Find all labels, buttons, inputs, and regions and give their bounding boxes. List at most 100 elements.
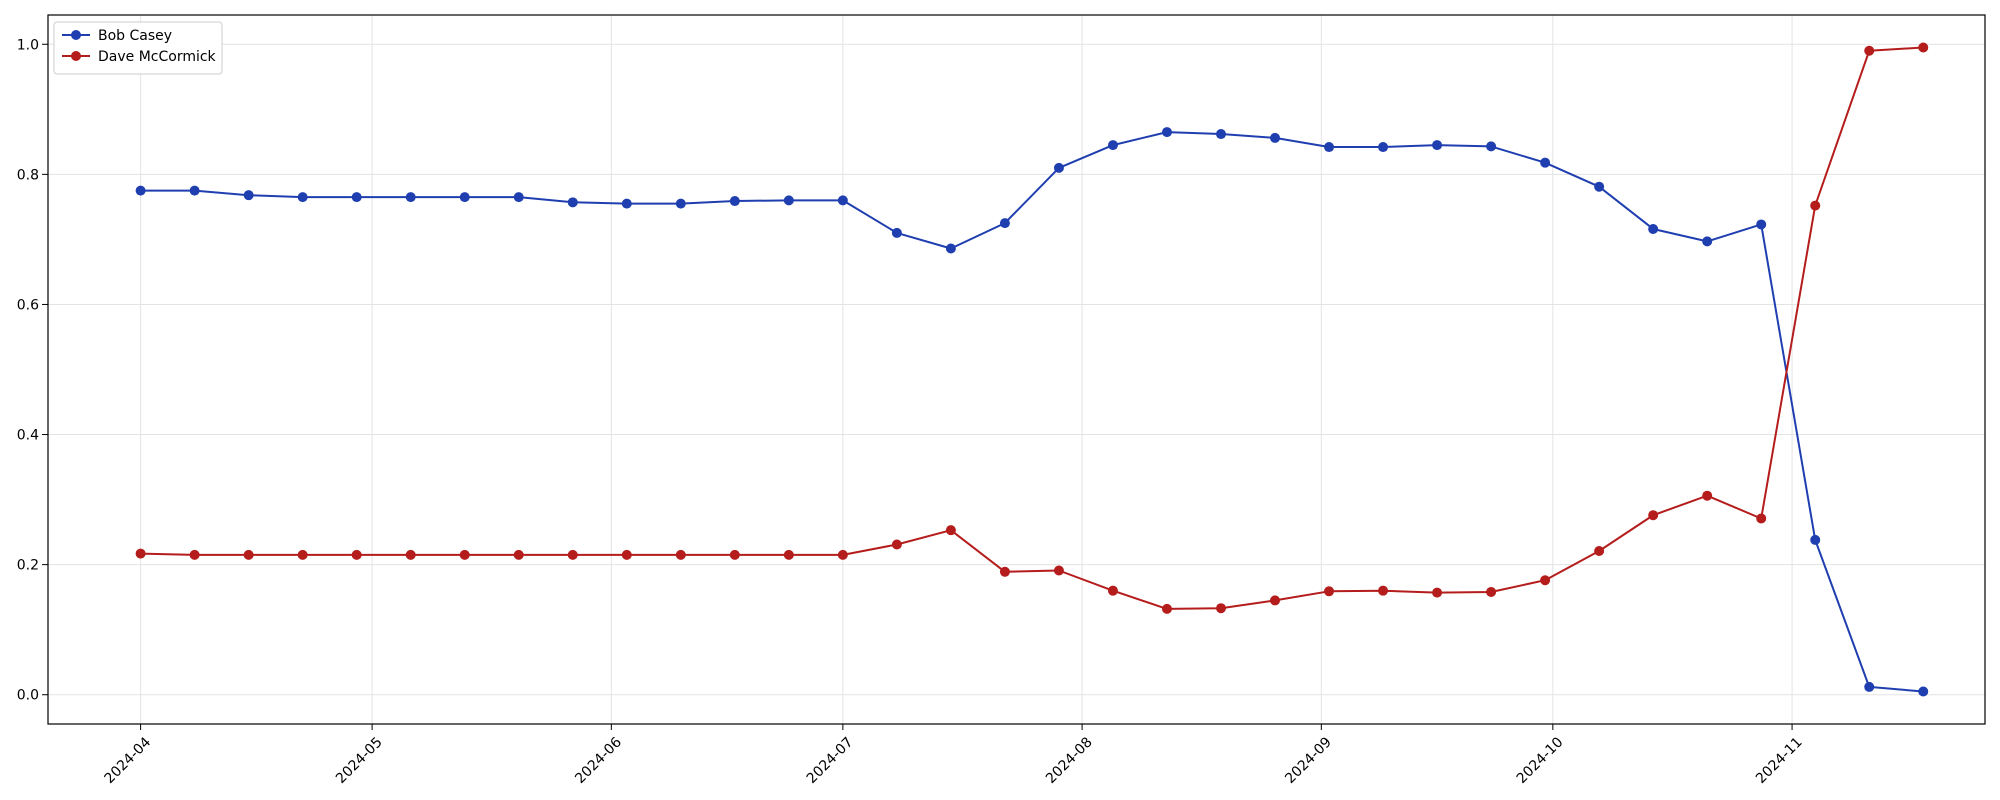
data-point xyxy=(1702,236,1713,247)
legend: Bob Casey Dave McCormick xyxy=(53,21,223,75)
x-axis: 2024-04 2024-05 2024-06 2024-07 2024-08 2024-… xyxy=(102,724,1806,787)
data-point xyxy=(621,549,632,560)
y-tick-label: 0.0 xyxy=(17,688,39,704)
data-point xyxy=(1270,132,1281,143)
data-point xyxy=(567,197,578,208)
data-point xyxy=(513,192,524,203)
data-point xyxy=(1810,534,1821,545)
data-point xyxy=(891,227,902,238)
y-tick-label: 0.6 xyxy=(17,297,39,313)
data-point xyxy=(1864,45,1875,56)
data-point xyxy=(837,195,848,206)
data-point xyxy=(891,539,902,550)
data-point xyxy=(1270,595,1281,606)
data-point xyxy=(1594,181,1605,192)
data-point xyxy=(1161,603,1172,614)
y-tick-label: 1.0 xyxy=(17,37,39,53)
data-point xyxy=(1486,586,1497,597)
x-tick-label: 2024-08 xyxy=(1043,734,1096,787)
data-point xyxy=(1594,545,1605,556)
data-point xyxy=(1432,587,1443,598)
data-point xyxy=(189,185,200,196)
x-tick-label: 2024-11 xyxy=(1753,734,1806,787)
x-tick-label: 2024-10 xyxy=(1514,734,1567,787)
data-point xyxy=(675,549,686,560)
legend-entry: Bob Casey xyxy=(62,28,172,44)
legend-label: Bob Casey xyxy=(98,28,172,44)
data-point xyxy=(1216,603,1227,614)
data-point xyxy=(1161,127,1172,138)
legend-marker xyxy=(71,30,81,40)
data-point xyxy=(405,549,416,560)
data-point xyxy=(1324,142,1335,153)
data-point xyxy=(513,549,524,560)
data-point xyxy=(1216,129,1227,140)
data-point xyxy=(243,549,254,560)
data-point xyxy=(1702,490,1713,501)
data-point xyxy=(135,185,146,196)
series-layer xyxy=(135,42,1929,697)
data-point xyxy=(1756,513,1767,524)
data-point xyxy=(1648,224,1659,235)
data-point xyxy=(351,192,362,203)
data-point xyxy=(729,549,740,560)
data-point xyxy=(1864,681,1875,692)
series-dave-mccormick xyxy=(135,42,1929,614)
series-line xyxy=(140,131,1924,693)
x-tick-label: 2024-04 xyxy=(102,734,155,787)
legend-label: Dave McCormick xyxy=(98,49,217,65)
data-point xyxy=(1810,200,1821,211)
data-point xyxy=(1540,575,1551,586)
data-point xyxy=(783,549,794,560)
x-tick-label: 2024-05 xyxy=(333,734,386,787)
data-point xyxy=(1378,585,1389,596)
data-point xyxy=(621,198,632,209)
grid xyxy=(48,15,1985,724)
data-point xyxy=(999,566,1010,577)
data-point xyxy=(459,192,470,203)
data-point xyxy=(1053,162,1064,173)
data-point xyxy=(1053,565,1064,576)
data-point xyxy=(999,218,1010,229)
x-tick-label: 2024-07 xyxy=(804,734,857,787)
data-point xyxy=(297,192,308,203)
axes-frame xyxy=(47,14,1986,725)
y-tick-label: 0.8 xyxy=(17,167,39,183)
data-point xyxy=(1918,686,1929,697)
data-point xyxy=(1107,140,1118,151)
data-point xyxy=(945,525,956,536)
data-point xyxy=(1432,140,1443,151)
data-point xyxy=(351,549,362,560)
y-axis: 0.0 0.2 0.4 0.6 0.8 1.0 xyxy=(17,37,48,704)
y-tick-label: 0.2 xyxy=(17,558,39,574)
x-tick-label: 2024-06 xyxy=(572,734,625,787)
data-point xyxy=(1756,219,1767,230)
data-point xyxy=(1540,157,1551,168)
data-point xyxy=(837,549,848,560)
data-point xyxy=(135,548,146,559)
data-point xyxy=(945,243,956,254)
x-tick-label: 2024-09 xyxy=(1282,734,1335,787)
data-point xyxy=(729,196,740,207)
data-point xyxy=(243,190,254,201)
data-point xyxy=(297,549,308,560)
data-point xyxy=(675,198,686,209)
series-bob-casey xyxy=(135,127,1929,697)
legend-entry: Dave McCormick xyxy=(62,49,217,65)
legend-box xyxy=(53,21,223,75)
data-point xyxy=(459,549,470,560)
legend-marker xyxy=(71,51,81,61)
series-line xyxy=(140,46,1924,610)
data-point xyxy=(567,549,578,560)
data-point xyxy=(1324,586,1335,597)
data-point xyxy=(783,195,794,206)
data-point xyxy=(1107,585,1118,596)
data-point xyxy=(1918,42,1929,53)
data-point xyxy=(405,192,416,203)
data-point xyxy=(1378,142,1389,153)
data-point xyxy=(1648,510,1659,521)
y-tick-label: 0.4 xyxy=(17,428,39,444)
data-point xyxy=(189,549,200,560)
data-point xyxy=(1486,141,1497,152)
